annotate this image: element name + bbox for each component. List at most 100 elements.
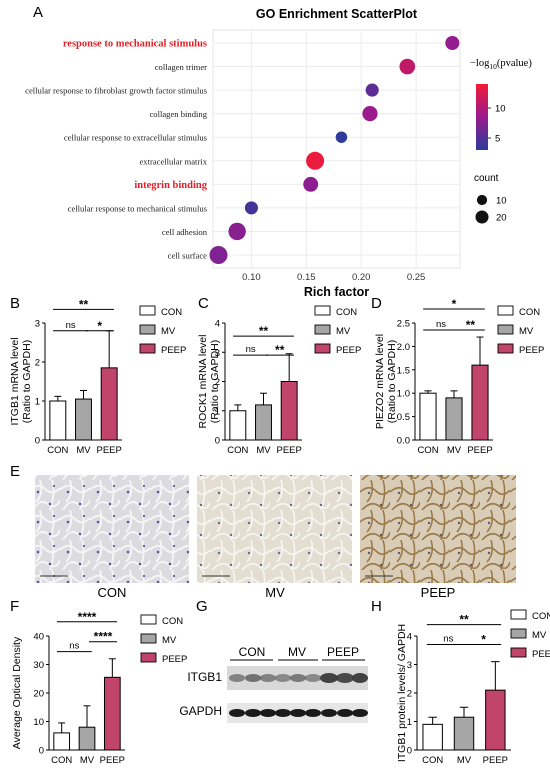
y-tick-label: 40: [33, 632, 44, 643]
bar-mv: [255, 404, 272, 441]
sig-label: ns: [443, 634, 453, 645]
itgb1-mrna-chart: 0 1 2 3 CON MV PEEP **ns * ITGB1 mRNA level (Ratio…: [9, 297, 186, 456]
blot-band: [305, 709, 321, 717]
legend-swatch-mv: [497, 324, 514, 335]
x-tick-label: MV: [256, 445, 271, 456]
legend-label-mv: MV: [161, 326, 176, 337]
y-axis-label: (Ratio to GAPDH): [21, 340, 33, 423]
y-axis-label: Average Optical Density: [11, 636, 23, 749]
panel-label-h: H: [371, 598, 382, 615]
panel-label-g: G: [196, 598, 208, 615]
sig-label: ns: [436, 319, 446, 330]
x-tick-label: PEEP: [96, 445, 121, 456]
size-legend-dot: [475, 210, 489, 224]
histology-images: CON MV PEEP: [35, 475, 516, 600]
y-tick-label: 2: [215, 377, 220, 388]
panel-label-b: B: [10, 295, 20, 312]
term-label: cell surface: [168, 251, 208, 261]
bar-con: [229, 410, 247, 441]
legend-swatch-mv: [139, 324, 156, 335]
bar-mv: [75, 398, 92, 441]
blot-group-mv: MV: [288, 645, 306, 659]
y-tick-label: 30: [33, 660, 44, 671]
legend-swatch-peep: [140, 652, 157, 663]
bar-mv: [445, 397, 463, 441]
x-tick-label: PEEP: [100, 755, 125, 766]
data-point: [244, 201, 258, 215]
x-tick-label: CON: [47, 445, 68, 456]
y-tick-label: 1: [215, 406, 220, 417]
plot-area: [212, 29, 461, 269]
panel-label-a: A: [33, 4, 43, 21]
legend-label-con: CON: [161, 307, 182, 318]
legend-swatch-peep: [497, 343, 514, 354]
size-legend-label: 10: [496, 196, 507, 207]
blot-band: [352, 673, 368, 683]
sig-label: ****: [78, 610, 97, 624]
y-tick-label: 0.5: [397, 412, 410, 423]
y-tick-label: 0: [39, 746, 44, 757]
x-tick-label: 0.25: [407, 272, 426, 283]
legend-label-mv: MV: [162, 635, 177, 646]
x-tick-label: PEEP: [276, 445, 301, 456]
chart-title: GO Enrichment ScatterPlot: [256, 7, 418, 21]
term-label: cellular response to mechanical stimulus: [68, 203, 208, 213]
sig-label: ns: [246, 344, 256, 355]
legend-swatch-peep: [510, 647, 527, 658]
y-axis-label: (Ratio to GAPDH): [386, 340, 398, 423]
y-axis-label: PIEZO2 mRNA level: [374, 334, 386, 429]
blot-band: [336, 673, 354, 683]
legend-label-mv: MV: [532, 630, 547, 641]
bar-peep: [485, 689, 506, 751]
y-tick-label: 2: [407, 689, 412, 700]
x-tick-label: MV: [457, 755, 472, 766]
optical-density-chart: 0 10 20 30 40 CON MV PEEP **** ns **** Average Opti…: [11, 610, 187, 766]
legend-swatch-mv: [140, 633, 157, 644]
blot-band: [275, 709, 291, 717]
x-tick-label: MV: [76, 445, 91, 456]
panel-label-e: E: [10, 463, 20, 480]
x-tick-label: MV: [80, 755, 95, 766]
y-tick-label: 0.0: [397, 436, 410, 447]
x-tick-label: MV: [447, 445, 462, 456]
histology-image-mv: [197, 475, 352, 583]
bar-mv: [78, 726, 96, 751]
legend-swatch-peep: [139, 343, 156, 354]
blot-group-peep: PEEP: [327, 645, 359, 659]
colorbar-tick-label: 5: [495, 134, 500, 145]
term-label: collagen trimer: [155, 62, 207, 72]
itgb1-protein-chart: 0 1 2 3 4 CON MV PEEP ** ns * ITGB1 protein levels/…: [396, 609, 550, 766]
blot-group-con: CON: [239, 645, 266, 659]
blot-band: [245, 674, 261, 682]
data-point: [306, 151, 325, 170]
term-label: extracellular matrix: [139, 156, 207, 166]
x-tick-label: PEEP: [483, 755, 508, 766]
bar-con: [422, 723, 443, 751]
panel-label-d: D: [371, 295, 382, 312]
sig-label: **: [259, 324, 269, 338]
legend-swatch-con: [314, 305, 331, 316]
blot-band: [260, 709, 276, 717]
colorbar-tick-label: 10: [495, 104, 506, 115]
y-axis-label: ITGB1 mRNA level: [9, 337, 21, 425]
blot-row-itgb1: ITGB1: [187, 670, 222, 684]
sig-label: *: [481, 633, 486, 647]
blot-row-gapdh: GAPDH: [179, 704, 222, 718]
term-label: integrin binding: [134, 180, 207, 191]
histology-image-con: [35, 475, 189, 583]
y-tick-label: 2.0: [397, 342, 410, 353]
term-label: cellular response to fibroblast growth f…: [25, 86, 208, 96]
bar-con: [419, 392, 437, 441]
sig-label: **: [459, 613, 469, 627]
y-tick-label: 4: [407, 632, 412, 643]
term-label: response to mechanical stimulus: [63, 39, 207, 50]
blot-band: [260, 674, 276, 682]
piezo2-mrna-chart: 0.0 0.5 1.0 1.5 2.0 2.5 CON MV PEEP * ns ** PIEZO2 m…: [374, 297, 544, 456]
bar-peep: [103, 676, 121, 751]
legend-label-con: CON: [532, 611, 550, 622]
x-axis-label: Rich factor: [304, 285, 369, 299]
y-tick-label: 3: [407, 660, 412, 671]
bar-mv: [453, 716, 475, 751]
